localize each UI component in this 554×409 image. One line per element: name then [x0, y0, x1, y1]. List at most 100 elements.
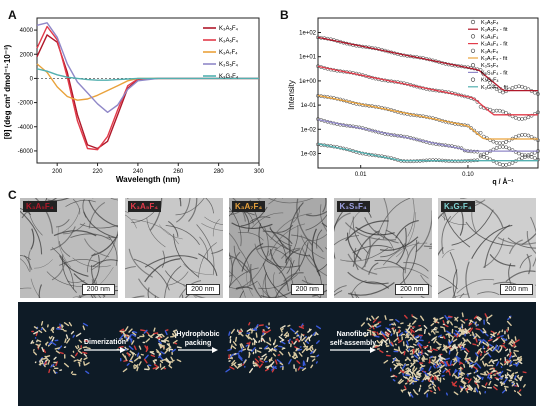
- molecule-bond: [393, 322, 397, 326]
- molecule-bond: [418, 387, 421, 392]
- molecule-bond: [488, 348, 493, 352]
- molecule-bond: [84, 362, 90, 366]
- molecule-bond: [302, 342, 307, 348]
- molecule-bond: [360, 322, 365, 327]
- molecule-bond: [385, 327, 391, 330]
- molecule-bond: [57, 345, 63, 350]
- molecule-bond: [432, 365, 436, 369]
- molecule-bond: [133, 345, 137, 351]
- molecule-bond: [160, 366, 166, 370]
- molecule-bond: [513, 342, 516, 347]
- molecule-bond: [487, 372, 493, 376]
- molecule-bond: [287, 324, 291, 327]
- legend-marker-b: [470, 34, 476, 39]
- molecule-bond: [471, 365, 474, 369]
- molecule-bond: [130, 338, 133, 343]
- y-tick-label-a: 4000: [20, 28, 34, 34]
- molecule-bond: [511, 339, 516, 344]
- saxs-data-point: [536, 92, 540, 96]
- molecule-bond: [501, 389, 507, 394]
- molecule-bond: [506, 353, 510, 357]
- molecule-bond: [427, 350, 432, 353]
- molecule-bond: [279, 362, 284, 366]
- molecule-bond: [149, 351, 155, 355]
- molecule-bond: [294, 330, 299, 335]
- molecule-bond: [445, 361, 450, 367]
- molecule-bond: [47, 360, 51, 365]
- molecule-bond: [378, 343, 382, 347]
- molecule-bond: [158, 344, 163, 348]
- molecule-bond: [408, 331, 412, 336]
- molecule-bond: [519, 359, 523, 363]
- molecule-bond: [474, 352, 479, 357]
- tem-image: K₃A₅F₄ 200 nm: [124, 198, 223, 298]
- molecule-bond: [407, 391, 411, 397]
- saxs-data-point: [523, 85, 528, 90]
- molecule-bond: [423, 389, 429, 395]
- tem-peptide-label: K₃A₅F₄: [23, 201, 57, 212]
- molecule-bond: [415, 376, 418, 380]
- molecule-bond: [503, 385, 509, 388]
- molecule-bond: [409, 337, 414, 341]
- molecule-bond: [478, 349, 483, 353]
- molecule-bond: [316, 340, 320, 344]
- molecule-bond: [477, 316, 482, 320]
- molecule-bond: [382, 334, 387, 340]
- molecule-bond: [487, 314, 493, 319]
- molecule-bond: [288, 359, 292, 365]
- molecule-bond: [152, 332, 159, 335]
- molecule-bond: [43, 363, 47, 366]
- molecule-bond: [472, 365, 478, 370]
- molecule-bond: [36, 339, 42, 343]
- molecule-bond: [475, 328, 481, 331]
- molecule-bond: [482, 360, 485, 366]
- saxs-data-point: [523, 116, 528, 121]
- molecule-bond: [460, 345, 464, 349]
- legend-marker-b: [470, 19, 476, 25]
- molecule-bond: [473, 335, 477, 340]
- molecule-bond: [246, 345, 250, 350]
- molecule-bond: [442, 320, 445, 324]
- molecule-bond: [259, 359, 265, 363]
- molecule-bond: [82, 346, 88, 349]
- molecule-bond: [489, 346, 494, 350]
- molecule-bond: [500, 362, 504, 366]
- molecule-bond: [291, 340, 294, 344]
- molecule-bond: [77, 350, 83, 355]
- molecule-bond: [383, 359, 389, 364]
- molecule-bond: [291, 355, 296, 360]
- x-tick-label-a: 300: [254, 169, 265, 175]
- molecule-bond: [398, 346, 401, 352]
- saxs-fit-line: [317, 143, 538, 162]
- molecule-bond: [225, 368, 231, 373]
- saxs-data-point: [494, 160, 499, 165]
- molecule-bond: [35, 343, 39, 346]
- molecule-bond: [301, 347, 307, 354]
- molecule-bond: [437, 386, 441, 391]
- molecule-bond: [278, 336, 284, 341]
- molecule-bond: [474, 369, 478, 373]
- molecule-bond: [404, 357, 409, 361]
- molecule-bond: [293, 352, 296, 358]
- x-tick-label-a: 220: [93, 169, 104, 175]
- molecule-bond: [415, 348, 418, 353]
- molecule-bond: [44, 360, 48, 365]
- molecule-bond: [306, 347, 312, 351]
- molecule-bond: [55, 361, 58, 367]
- molecule-bond: [253, 364, 256, 367]
- molecule-bond: [406, 333, 410, 339]
- molecule-bond: [517, 358, 521, 364]
- molecule-bond: [374, 322, 380, 326]
- molecule-bond: [422, 365, 426, 368]
- molecule-bond: [296, 360, 301, 364]
- molecule-bond: [402, 388, 407, 392]
- molecule-bond: [395, 319, 400, 323]
- legend-entry-a: K₃A₅F₄: [219, 38, 239, 44]
- molecule-bond: [453, 332, 458, 337]
- molecule-bond: [155, 366, 160, 370]
- molecule-bond: [41, 346, 45, 353]
- molecule-bond: [293, 340, 297, 345]
- molecule-bond: [431, 359, 436, 362]
- molecule-bond: [398, 340, 403, 344]
- molecule-bond: [459, 386, 464, 389]
